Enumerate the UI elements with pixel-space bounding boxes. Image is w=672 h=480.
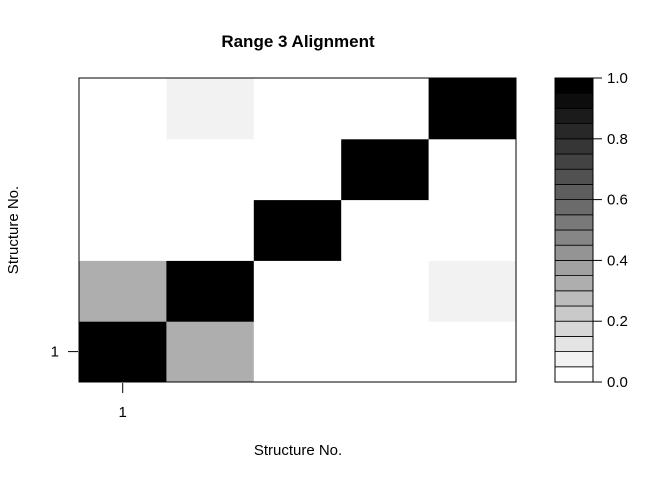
heatmap-cell [341, 260, 430, 322]
heatmap-cell [341, 138, 430, 201]
colorbar-tick-label: 1.0 [607, 70, 628, 87]
colorbar-segment [554, 138, 594, 155]
colorbar-segment [554, 108, 594, 125]
heatmap-cell [428, 199, 517, 261]
heatmap-cell [79, 78, 167, 140]
colorbar-segment [554, 229, 594, 246]
y-tick-label: 1 [51, 344, 59, 361]
y-axis-label: Structure No. [5, 186, 22, 274]
colorbar-tick-label: 0.0 [607, 374, 628, 391]
heatmap-cell [253, 260, 342, 322]
colorbar-segment [554, 214, 594, 231]
colorbar-segment [554, 153, 594, 170]
colorbar-segment [554, 351, 594, 368]
colorbar-segment [554, 183, 594, 200]
heatmap-cells [79, 78, 517, 383]
colorbar-segment [554, 199, 594, 216]
x-axis: 1 [119, 383, 127, 421]
heatmap-cell [79, 321, 167, 383]
colorbar-segment [554, 244, 594, 261]
heatmap-cell [428, 260, 517, 322]
colorbar-tick-label: 0.4 [607, 252, 628, 269]
colorbar-tick-label: 0.6 [607, 192, 628, 209]
heatmap-cell [166, 78, 255, 140]
colorbar-segment [554, 305, 594, 322]
heatmap-cell [428, 321, 517, 383]
heatmap-cell [166, 138, 255, 201]
heatmap-cell [341, 199, 430, 261]
colorbar-segment [554, 123, 594, 140]
chart-title: Range 3 Alignment [221, 32, 375, 51]
colorbar-segment [554, 335, 594, 352]
colorbar-tick-label: 0.8 [607, 131, 628, 148]
heatmap-cell [79, 260, 167, 322]
colorbar-segment [554, 290, 594, 307]
heatmap-cell [166, 260, 255, 322]
heatmap-cell [253, 321, 342, 383]
heatmap-cell [428, 138, 517, 201]
heatmap-cell [341, 321, 430, 383]
heatmap-cell [166, 321, 255, 383]
colorbar-segment [554, 366, 594, 383]
colorbar: 0.0 0.2 0.4 0.6 0.8 1.0 [554, 70, 628, 391]
heatmap-cell [253, 78, 342, 140]
heatmap-cell [79, 138, 167, 201]
colorbar-segment [554, 275, 594, 292]
heatmap-cell [253, 199, 342, 261]
heatmap-cell [341, 78, 430, 140]
colorbar-segment [554, 77, 594, 94]
heatmap-cell [253, 138, 342, 201]
colorbar-segment [554, 259, 594, 276]
heatmap-cell [166, 199, 255, 261]
colorbar-segment [554, 92, 594, 109]
colorbar-tick-label: 0.2 [607, 313, 628, 330]
colorbar-segment [554, 168, 594, 185]
heatmap-cell [428, 78, 517, 140]
colorbar-frame [554, 77, 594, 383]
colorbar-segment [554, 320, 594, 337]
x-tick-label: 1 [119, 404, 127, 421]
heatmap-cell [79, 199, 167, 261]
y-axis: 1 [51, 344, 78, 361]
plot-frame [78, 77, 517, 383]
x-axis-label: Structure No. [254, 442, 342, 459]
